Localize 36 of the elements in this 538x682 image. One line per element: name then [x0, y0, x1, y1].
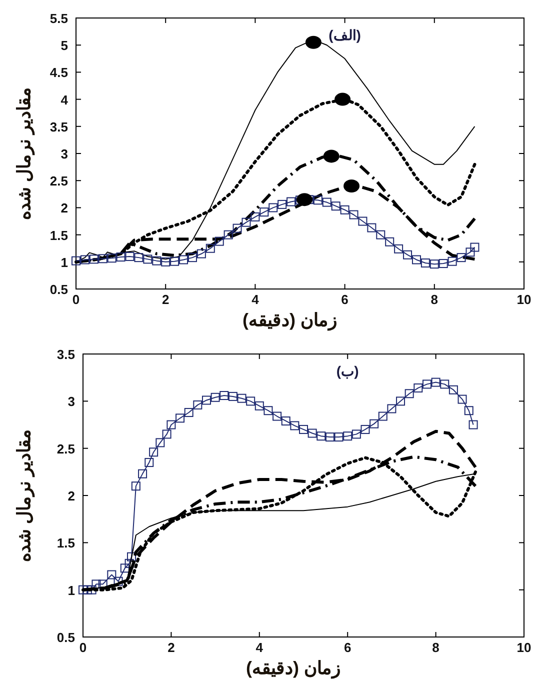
x-tick-label: 2	[162, 292, 170, 307]
y-tick-label: 1	[68, 582, 75, 598]
y-tick-label: 2.5	[50, 174, 68, 189]
y-tick-label: 2	[60, 200, 68, 216]
y-tick-label: 3	[60, 146, 68, 162]
x-tick-label: 4	[256, 640, 264, 655]
y-tick-label: 2	[68, 488, 75, 504]
y-tick-label: 2.5	[56, 441, 75, 456]
x-tick-label: 6	[344, 640, 352, 655]
y-tick-label: 0.5	[56, 630, 75, 645]
x-tick-label: 4	[252, 292, 260, 307]
text: (الف)	[328, 27, 361, 43]
y-tick-label: 4.5	[50, 65, 68, 80]
y-axis-title: مقادیر نرمال شده	[14, 86, 35, 220]
y-tick-label: 3	[68, 394, 75, 410]
x-axis-title: زمان (دقیقه)	[246, 658, 341, 679]
x-axis-title: زمان (دقیقه)	[242, 310, 338, 331]
x-tick-label: 10	[516, 640, 532, 655]
y-tick-label: 1	[60, 254, 68, 270]
y-tick-label: 3.5	[56, 347, 75, 362]
x-tick-label: 0	[72, 292, 80, 307]
x-tick-label: 8	[430, 292, 438, 307]
y-tick-label: 5.5	[50, 11, 68, 26]
x-tick-label: 2	[168, 640, 175, 655]
x-tick-label: 8	[432, 640, 440, 655]
x-tick-label: 6	[341, 292, 348, 307]
y-tick-label: 5	[60, 38, 68, 54]
y-tick-label: 4	[60, 92, 69, 108]
y-tick-label: 1.5	[50, 228, 68, 243]
y-tick-label: 1.5	[56, 536, 75, 551]
x-tick-label: 0	[79, 640, 87, 655]
y-tick-label: 0.5	[50, 282, 68, 297]
y-tick-label: 3.5	[50, 119, 68, 134]
y-axis-title: مقادیر نرمال شده	[14, 428, 35, 562]
x-tick-label: 10	[516, 292, 532, 307]
text: (ب)	[336, 363, 359, 379]
